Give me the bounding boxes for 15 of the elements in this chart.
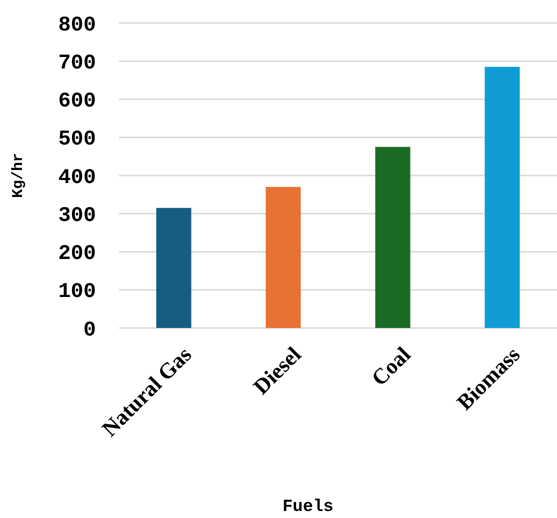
x-axis-title: Fuels: [282, 498, 334, 517]
y-tick-label: 700: [58, 52, 96, 76]
y-tick-label: 600: [58, 90, 96, 114]
y-tick-label: 300: [58, 204, 96, 228]
y-tick-label: 800: [58, 14, 96, 38]
y-tick-label: 500: [58, 128, 96, 152]
y-axis-title: Kg/hr: [10, 152, 27, 198]
bar: [375, 146, 410, 328]
y-tick-label: 200: [58, 243, 96, 266]
y-tick-label: 400: [58, 166, 96, 190]
y-tick-label: 0: [83, 319, 96, 342]
bar: [484, 66, 520, 328]
bar: [266, 186, 301, 328]
bar: [156, 208, 192, 328]
y-tick-label: 100: [58, 281, 96, 304]
